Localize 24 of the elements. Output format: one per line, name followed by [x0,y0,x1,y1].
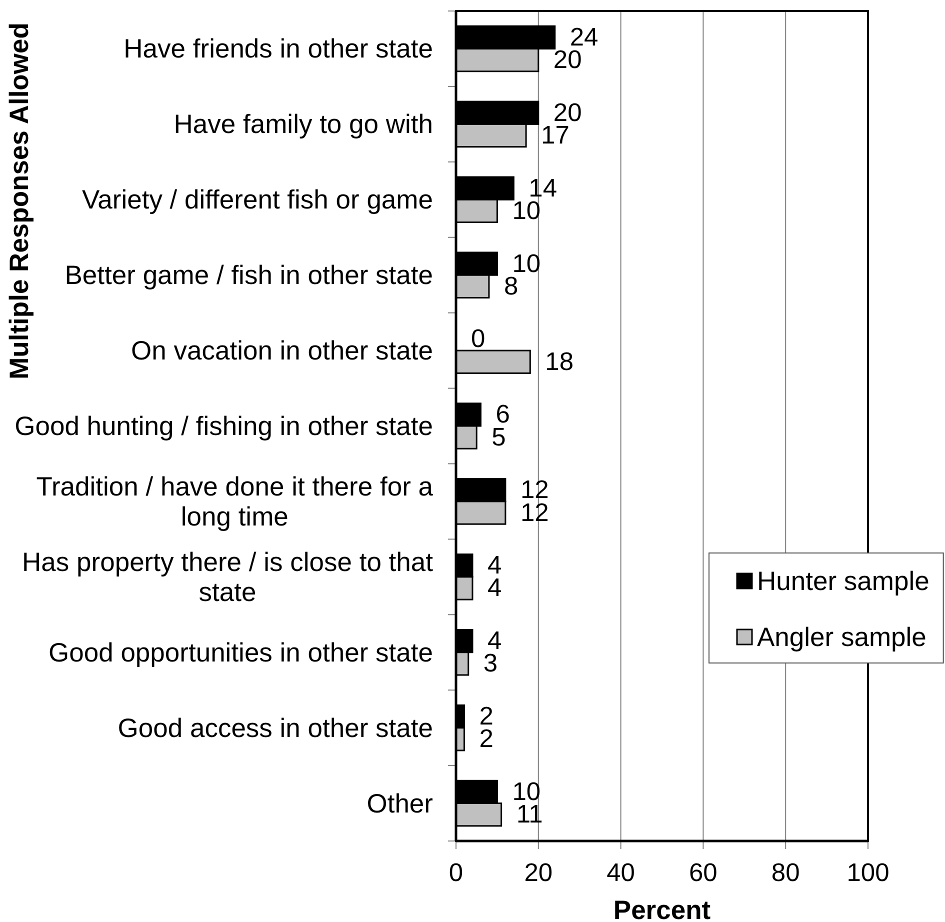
y-tick-label: Better game / fish in other state [64,260,434,290]
x-tick-label: 100 [846,859,890,887]
y-tick-label: Good opportunities in other state [48,637,433,668]
y-tick-label: On vacation in other state [131,336,433,366]
x-tick-label: 40 [606,859,635,887]
legend-label: Angler sample [757,622,926,652]
y-tick-label: Have family to go with [174,109,433,140]
y-tick-label: Tradition / have done it there for a long time [36,471,434,532]
y-tick-label: Good hunting / fishing in other state [14,411,434,441]
data-label: 0 [471,325,486,354]
x-tick-label: 20 [524,859,553,887]
y-tick-label: Have friends in other state [124,34,434,64]
x-tick-label: 0 [448,859,464,887]
x-tick-label: 60 [689,859,718,887]
data-label: 3 [483,650,498,678]
data-label: 18 [545,348,574,376]
legend-label: Hunter sample [757,566,930,596]
y-tick-label: Has property there / is close to that state [22,546,434,607]
x-axis-title: Percent [613,895,711,922]
x-tick-label: 80 [771,859,800,887]
y-tick-label: Variety / different fish or game [82,184,434,215]
y-tick-label: Other [366,788,434,818]
y-tick-label: Good access in other state [118,712,433,743]
y-axis-title: Multiple Responses Allowed [4,22,34,380]
